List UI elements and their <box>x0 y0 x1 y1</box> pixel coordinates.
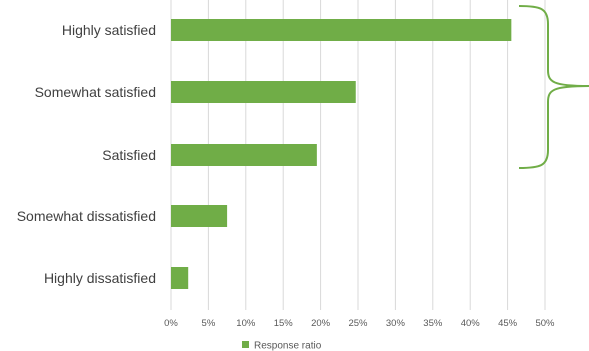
bar <box>171 267 189 289</box>
legend-label: Response ratio <box>254 341 322 351</box>
bar <box>171 205 228 227</box>
bar <box>171 19 512 41</box>
category-label: Somewhat dissatisfied <box>17 208 156 224</box>
x-tick-label: 50% <box>535 318 555 329</box>
x-tick-label: 45% <box>498 318 518 329</box>
x-tick-label: 5% <box>202 318 216 329</box>
x-tick-label: 40% <box>461 318 481 329</box>
category-label: Somewhat satisfied <box>35 84 156 100</box>
curly-brace-annotation <box>518 5 589 169</box>
legend-swatch <box>242 341 249 348</box>
legend: Response ratio <box>242 341 322 351</box>
x-tick-label: 10% <box>236 318 256 329</box>
x-tick-label: 20% <box>311 318 331 329</box>
x-tick-label: 30% <box>386 318 406 329</box>
x-tick-label: 0% <box>164 318 178 329</box>
bar <box>171 144 317 166</box>
x-tick-label: 35% <box>423 318 443 329</box>
category-labels: Highly satisfied Somewhat satisfied Satisf… <box>17 22 156 286</box>
category-label: Highly dissatisfied <box>44 270 156 286</box>
gridlines <box>170 0 546 310</box>
bars <box>171 19 512 289</box>
bar <box>171 81 356 103</box>
x-tick-label: 25% <box>348 318 368 329</box>
x-tick-labels: 0% 5% 10% 15% 20% 25% 30% 35% 40% 45% 50% <box>164 318 555 329</box>
category-label: Highly satisfied <box>62 22 156 38</box>
x-tick-label: 15% <box>274 318 294 329</box>
category-label: Satisfied <box>102 147 156 163</box>
